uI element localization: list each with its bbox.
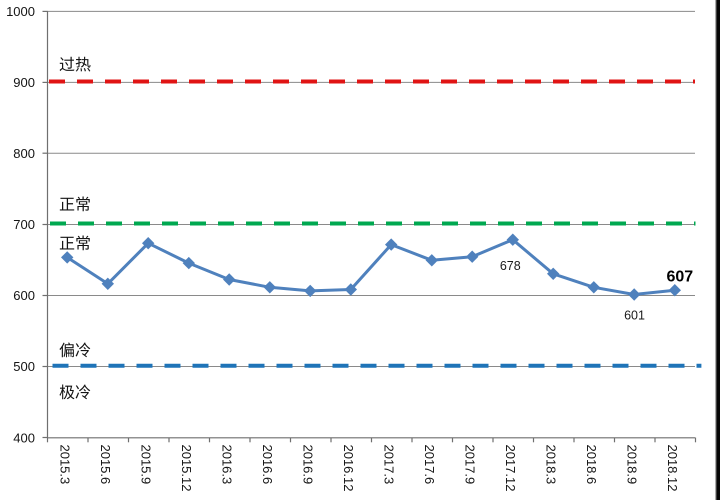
svg-text:2016.12: 2016.12: [341, 445, 356, 492]
svg-text:2017.12: 2017.12: [503, 445, 518, 492]
svg-text:2015.3: 2015.3: [57, 445, 72, 485]
svg-text:600: 600: [13, 288, 35, 303]
svg-text:2015.9: 2015.9: [138, 445, 153, 485]
svg-text:678: 678: [500, 259, 521, 273]
svg-text:2017.3: 2017.3: [381, 445, 396, 485]
svg-text:1000: 1000: [6, 4, 35, 19]
svg-text:2015.12: 2015.12: [179, 445, 194, 492]
svg-text:800: 800: [13, 146, 35, 161]
svg-text:2015.6: 2015.6: [98, 445, 113, 485]
svg-text:2016.3: 2016.3: [219, 445, 234, 485]
svg-text:2018.12: 2018.12: [665, 445, 680, 492]
svg-text:2016.6: 2016.6: [260, 445, 275, 485]
svg-text:500: 500: [13, 359, 35, 374]
svg-text:2016.9: 2016.9: [300, 445, 315, 485]
svg-text:2018.9: 2018.9: [624, 445, 639, 485]
svg-text:2018.6: 2018.6: [584, 445, 599, 485]
svg-text:2017.9: 2017.9: [462, 445, 477, 485]
svg-text:2018.3: 2018.3: [543, 445, 558, 485]
svg-text:601: 601: [624, 309, 645, 323]
svg-text:700: 700: [13, 217, 35, 232]
svg-text:900: 900: [13, 75, 35, 90]
svg-text:607: 607: [666, 269, 693, 286]
svg-text:400: 400: [13, 431, 35, 446]
svg-text:2017.6: 2017.6: [422, 445, 437, 485]
